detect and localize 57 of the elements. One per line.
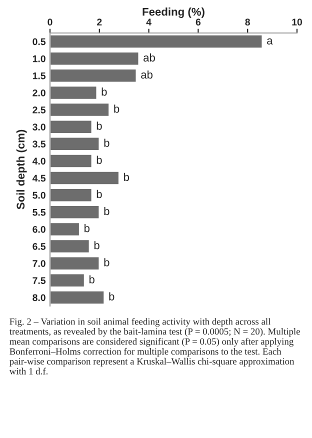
bar — [50, 136, 100, 152]
data-label: b — [84, 224, 90, 232]
data-label: b — [124, 172, 130, 182]
y-tick-label: 5.0 — [32, 192, 46, 199]
bar — [50, 290, 106, 305]
data-label: ab — [141, 70, 153, 79]
y-tick-label: 5.5 — [32, 208, 46, 216]
y-tick-label: 7.5 — [32, 277, 46, 284]
y-tick-label: 4.5 — [32, 174, 46, 182]
bar — [50, 222, 80, 237]
y-tick-label: 6.0 — [32, 226, 46, 233]
y-tick-label: 8.0 — [32, 294, 46, 302]
bar — [50, 204, 100, 220]
y-axis-title: Soil depth (cm) — [16, 130, 27, 210]
data-label: b — [109, 292, 114, 300]
x-axis-title: Feeding (%) — [142, 8, 204, 18]
data-label: ab — [144, 53, 155, 62]
data-label: b — [104, 258, 110, 266]
y-tick-label: 4.0 — [32, 158, 46, 165]
y-tick-label: 3.0 — [32, 124, 46, 130]
x-tick-label: 2 — [97, 18, 102, 26]
bar — [50, 68, 138, 84]
bar — [50, 238, 90, 254]
y-tick-label: 0.5 — [32, 38, 46, 46]
data-label: b — [89, 275, 94, 284]
x-tick-label: 0 — [48, 18, 52, 26]
data-label: b — [114, 104, 120, 113]
x-tick-label: 10 — [292, 18, 302, 26]
bar — [50, 170, 120, 186]
data-label: b — [96, 122, 102, 130]
data-label: b — [104, 138, 110, 147]
bar — [50, 102, 110, 118]
bar — [50, 119, 93, 134]
bar — [50, 188, 93, 203]
bar — [50, 272, 86, 288]
data-label: b — [96, 190, 102, 198]
x-tick-label: 6 — [196, 18, 201, 26]
bar — [50, 153, 93, 168]
y-tick-label: 1.5 — [32, 72, 46, 80]
data-label: b — [104, 206, 110, 216]
bar — [50, 256, 100, 271]
bar — [50, 85, 98, 100]
y-tick-label: 1.0 — [32, 55, 46, 62]
y-tick-label: 2.0 — [32, 89, 46, 96]
bar — [50, 34, 264, 50]
data-label: b — [96, 156, 102, 164]
y-tick-label: 7.0 — [32, 260, 46, 267]
x-tick-label: 8 — [245, 18, 250, 26]
y-tick-label: 2.5 — [32, 106, 46, 114]
bar — [50, 51, 140, 66]
y-tick-label: 6.5 — [32, 243, 46, 250]
y-tick-label: 3.5 — [32, 140, 46, 148]
x-tick-label: 4 — [146, 18, 152, 26]
data-label: b — [102, 88, 107, 96]
data-label: b — [94, 241, 100, 250]
data-label: a — [267, 38, 273, 45]
caption: Fig. 2 – Variation in soil animal feeding activity with depth across all treatments, as revealed by the bait-lamina test (P = 0.0005; N = 20). Multiple mean comparisons are considered significant (P = 0.05) only after applying Bonferroni–Holms correction for multiple comparisons to the test. Each pair-wise comparison represent a Kruskal–Wallis chi-square approximation with 1 d.f. — [9, 318, 300, 374]
